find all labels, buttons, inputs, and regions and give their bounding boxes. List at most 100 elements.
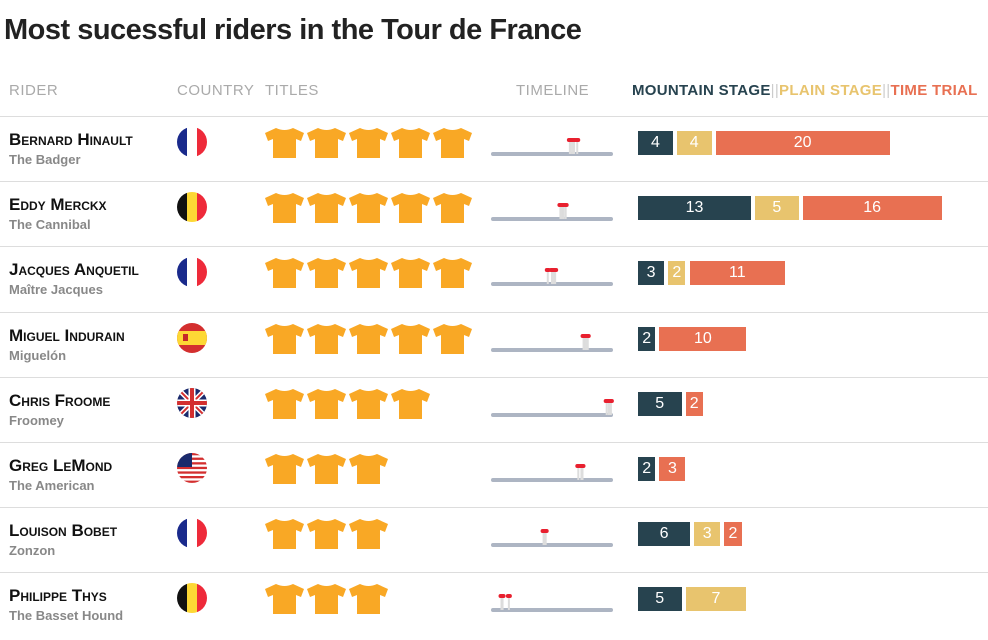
yellow-jersey-icon [349,388,388,424]
header-timeline: TIMELINE [516,82,590,99]
bar-mountain: 2 [638,457,656,481]
yellow-jersey-icon [433,128,472,163]
timeline [491,464,613,482]
yellow-jersey-icon [265,388,304,424]
yellow-jersey-icon [307,584,346,619]
yellow-jersey-icon [349,128,388,163]
rider-name: Eddy Merckx [9,195,107,215]
timeline-axis [491,608,613,613]
flag-us-icon [177,453,207,483]
timeline-axis [491,543,613,548]
title-year-marker [499,594,506,599]
yellow-jersey-icon [265,258,304,293]
yellow-jersey-icon [349,193,388,228]
yellow-jersey-icon [265,519,304,554]
bar-mountain: 5 [638,587,682,612]
flag-fr-icon [177,257,207,288]
rider-nickname: Miguelón [9,347,67,363]
rider-nickname: The Cannibal [9,217,91,233]
page-title: Most sucessful riders in the Tour de Fra… [4,14,582,46]
yellow-jersey-icon [391,193,430,228]
bar-tt: 10 [659,326,747,351]
bar-plain: 3 [694,522,721,547]
rider-nickname: Maître Jacques [9,282,103,298]
timeline [491,333,613,352]
title-year-marker [574,138,581,142]
timeline-axis [491,347,613,352]
bar-plain: 2 [668,261,686,286]
bar-mountain: 2 [638,326,656,351]
timeline-axis [491,412,613,417]
yellow-jersey-icon [433,193,472,228]
rider-nickname: The Badger [9,152,81,167]
timeline [491,138,613,156]
rider-nickname: Froomey [9,412,64,428]
rider-name: Greg LeMond [9,456,113,475]
yellow-jersey-icon [265,128,304,163]
timeline [491,529,613,548]
timeline-axis [491,152,613,156]
rider-name: Philippe Thys [9,586,107,606]
yellow-jersey-icon [307,519,346,554]
rider-name: Bernard Hinault [9,130,133,149]
flag-fr-icon [177,127,207,157]
yellow-jersey-icon [349,323,388,359]
timeline [491,268,613,287]
title-year-marker [584,333,591,338]
yellow-jersey-icon [307,454,346,489]
rider-row: Eddy Merckx The Cannibal 13 5 16 [0,181,988,247]
yellow-jersey-icon [349,519,388,554]
legend-sep: || [882,82,891,99]
yellow-jersey-icon [307,128,346,163]
bar-mountain: 5 [638,391,682,416]
bar-tt: 2 [685,391,703,416]
flag-gb-icon [177,387,207,418]
rider-name: Chris Froome [9,390,111,410]
yellow-jersey-icon [265,323,304,359]
title-year-marker [607,398,614,403]
title-year-marker [579,464,586,468]
yellow-jersey-icon [391,128,430,163]
bar-plain: 7 [685,587,747,612]
yellow-jersey-icon [349,584,388,619]
bar-mountain: 13 [638,196,752,221]
yellow-jersey-icon [307,193,346,228]
legend-tt: TIME TRIAL [890,82,978,99]
title-year-marker [552,268,559,273]
flag-be-icon [177,192,207,223]
rider-name: Louison Bobet [9,521,118,541]
bar-tt: 2 [724,522,742,547]
rider-nickname: The American [9,478,95,493]
legend-plain: PLAIN STAGE [779,82,883,99]
yellow-jersey-icon [307,388,346,424]
legend-sep: || [770,82,780,99]
legend-mountain: MOUNTAIN STAGE [632,82,771,99]
bar-tt: 3 [659,457,686,481]
yellow-jersey-icon [265,584,304,619]
yellow-jersey-icon [433,323,472,359]
timeline [491,594,613,613]
timeline-axis [491,478,613,482]
yellow-jersey-icon [391,323,430,359]
bar-mountain: 6 [638,522,691,547]
title-year-marker [505,594,512,599]
rider-row: Jacques Anquetil Maître Jacques 3 2 11 [0,246,988,312]
yellow-jersey-icon [307,258,346,293]
header-country: COUNTRY [177,82,255,99]
bar-tt: 11 [689,261,786,286]
rider-name: Jacques Anquetil [9,260,139,280]
header-titles: TITLES [265,82,319,99]
header-rider: RIDER [9,82,59,99]
flag-fr-icon [177,518,207,549]
yellow-jersey-icon [349,258,388,293]
bar-mountain: 3 [638,261,665,286]
yellow-jersey-icon [433,258,472,293]
rider-nickname: Zonzon [9,543,56,559]
title-year-marker [562,203,569,208]
yellow-jersey-icon [265,193,304,228]
rider-row: Miguel Indurain Miguelón 2 10 [0,311,988,378]
yellow-jersey-icon [391,258,430,293]
